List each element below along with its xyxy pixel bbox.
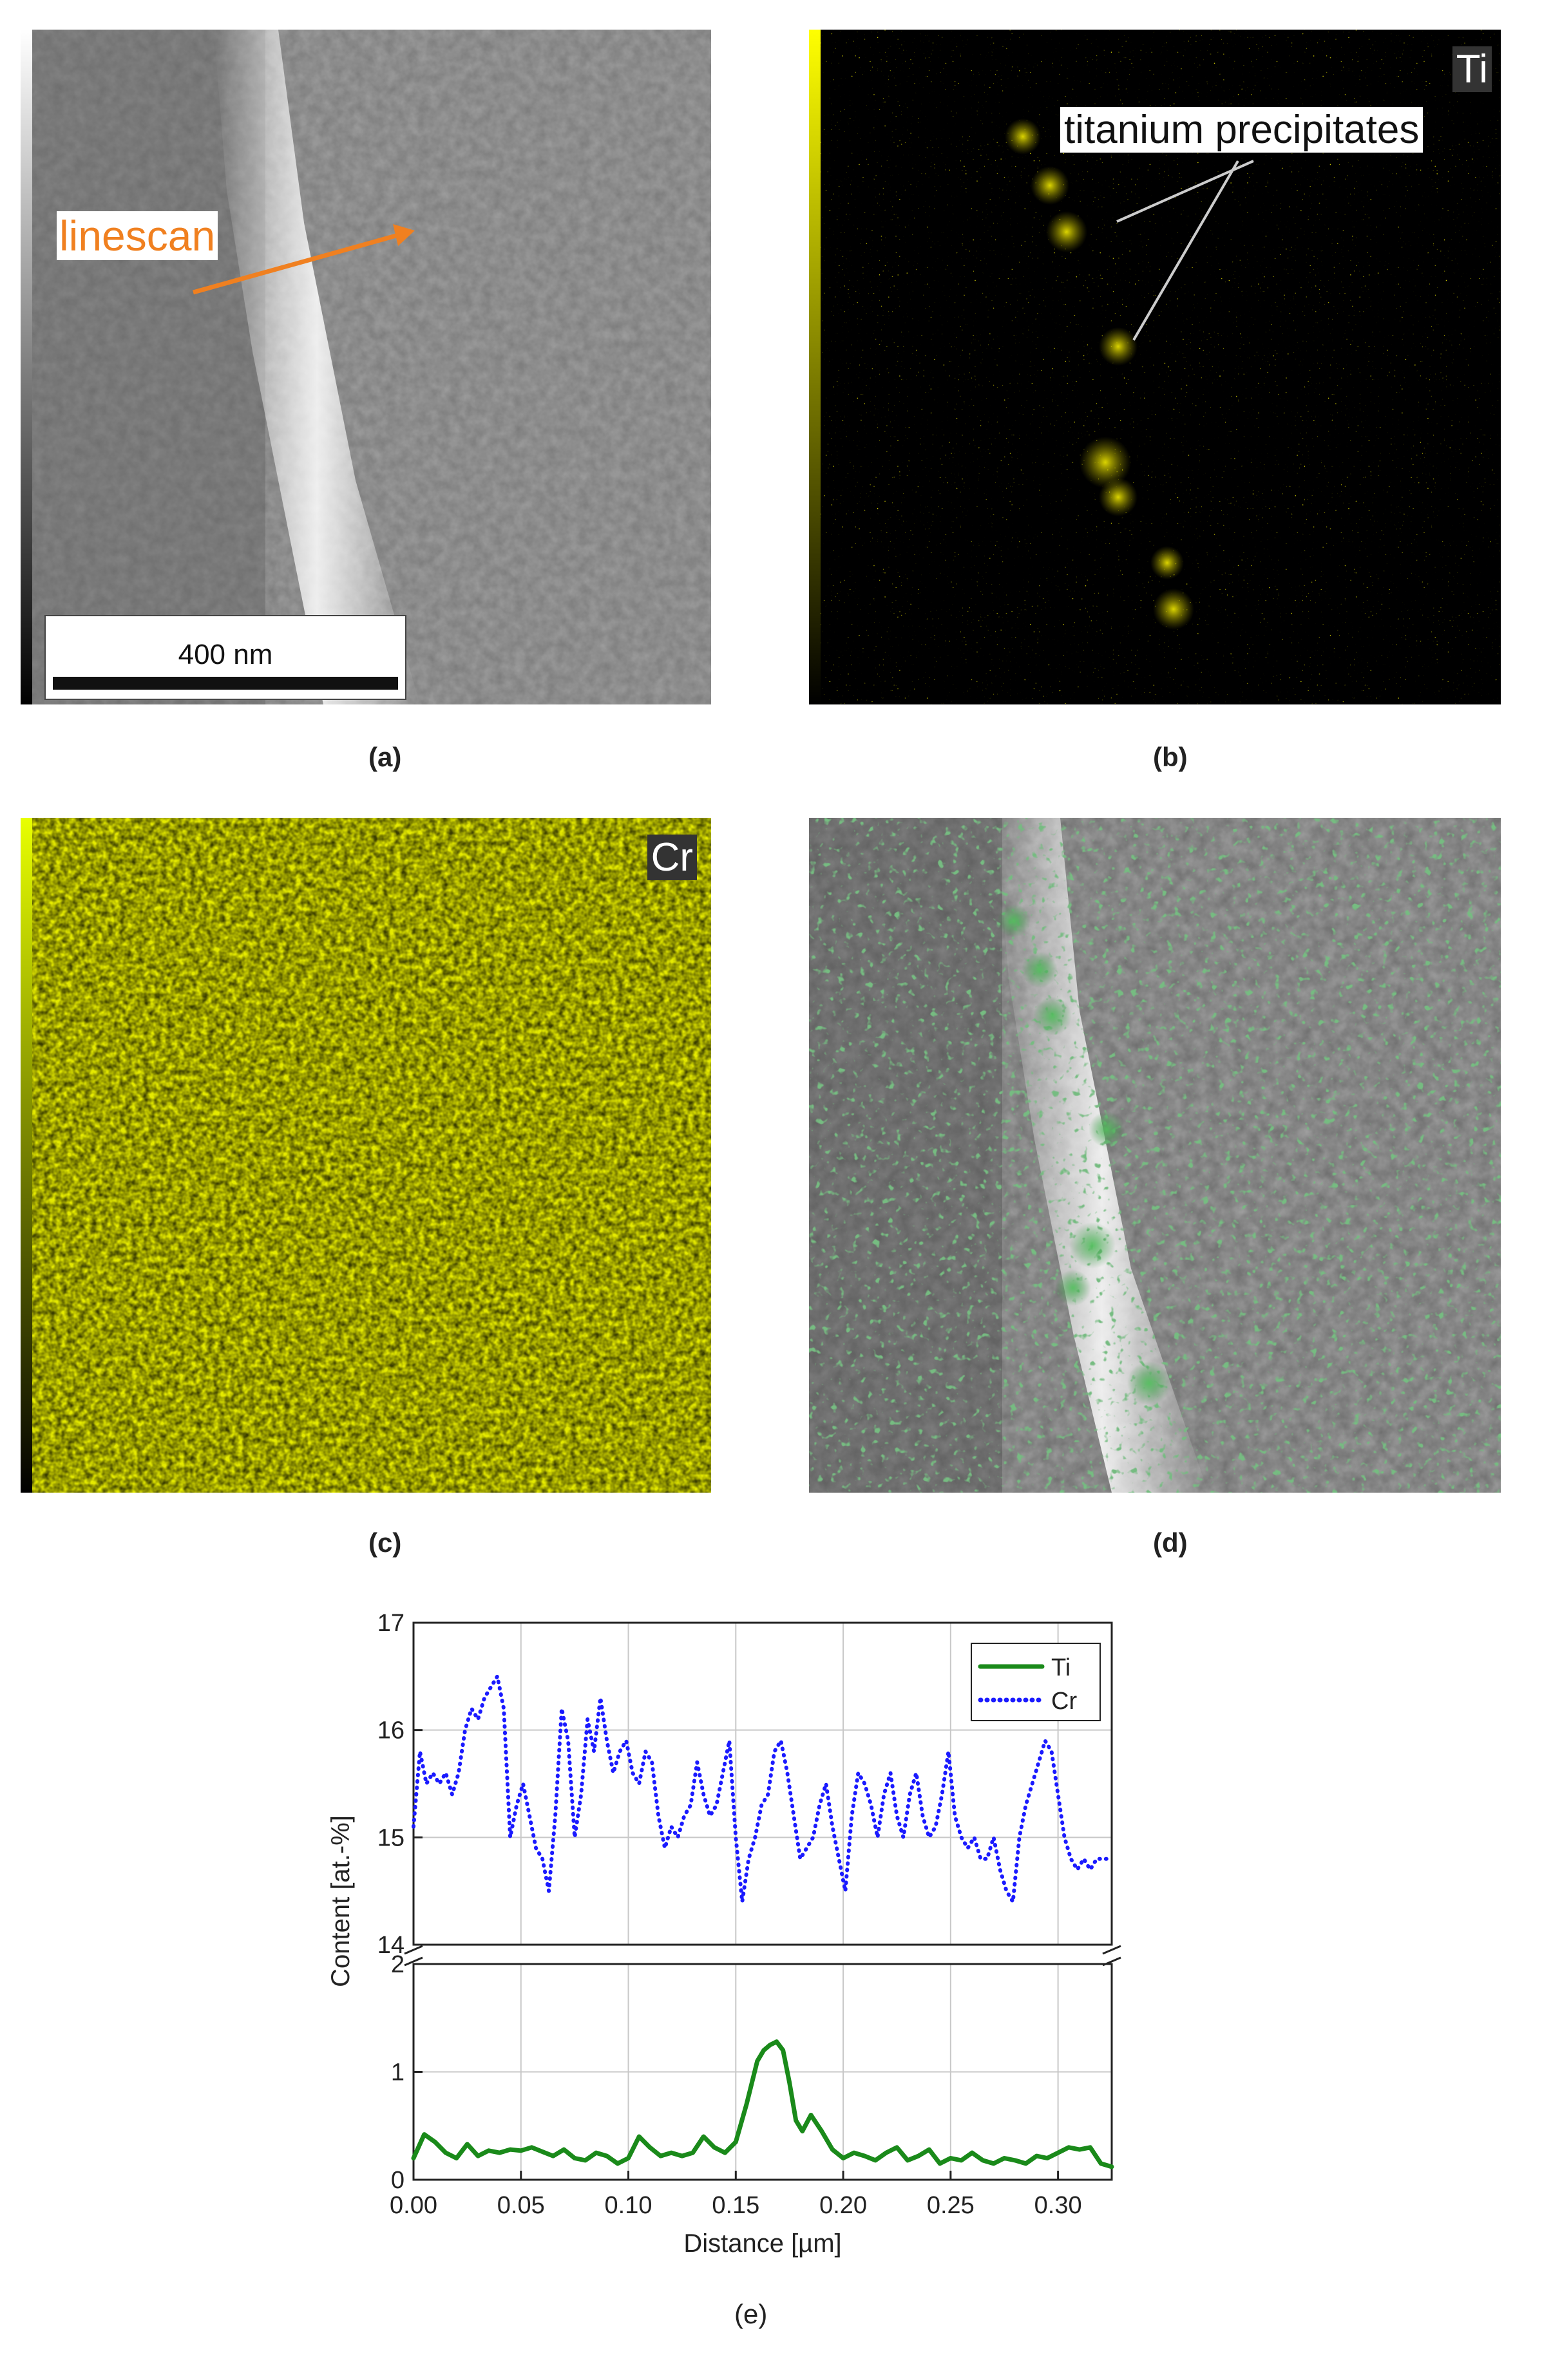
ti-precipitate xyxy=(1031,166,1069,205)
scalebar-label: 400 nm xyxy=(178,639,273,670)
y-tick-label: 1 xyxy=(391,2059,405,2086)
ti-precipitate xyxy=(1099,478,1137,516)
pointer-line xyxy=(1132,160,1239,341)
x-tick-label: 0.15 xyxy=(712,2192,759,2219)
panel-d xyxy=(809,818,1501,1493)
scalebar xyxy=(53,677,398,690)
series-line-ti xyxy=(411,2039,1114,2169)
legend-label-cr: Cr xyxy=(1051,1688,1077,1715)
panel-c-colorbar xyxy=(21,818,32,1493)
x-tick-label: 0.00 xyxy=(390,2192,437,2219)
panel-a-image: 400 nm xyxy=(21,30,711,704)
grain-boundary xyxy=(214,30,420,704)
linescan-profile-chart: 0.00 0.05 0.10 0.15 0.20 0.25 0.30 14 15 16 17 0 1 2 D… xyxy=(327,1610,1121,2258)
ti-precipitate-overlay xyxy=(1089,1111,1125,1148)
panel-d-image xyxy=(809,818,1501,1493)
caption-c: (c) xyxy=(368,1527,402,1558)
series-line-cr xyxy=(412,1674,1112,1904)
y-tick-label: 15 xyxy=(377,1824,405,1851)
x-axis-label: Distance [µm] xyxy=(683,2229,841,2258)
caption-e: (e) xyxy=(734,2299,768,2329)
panel-c: Cr xyxy=(21,818,711,1493)
ti-precipitate-overlay xyxy=(1033,997,1072,1035)
legend-label-ti: Ti xyxy=(1051,1654,1071,1681)
panel-a: 400 nm linescan xyxy=(21,30,711,704)
x-tick-label: 0.10 xyxy=(605,2192,652,2219)
y-tick-label: 14 xyxy=(377,1932,405,1959)
ti-precipitate xyxy=(1150,546,1184,580)
ti-precipitate-overlay xyxy=(1022,952,1058,988)
x-tick-label: 0.30 xyxy=(1034,2192,1082,2219)
caption-d: (d) xyxy=(1153,1527,1188,1558)
upper-axes-frame xyxy=(412,1621,1113,1946)
titanium-precipitates-label: titanium precipitates xyxy=(1060,107,1423,153)
y-tick-label: 17 xyxy=(377,1610,405,1637)
linescan-arrow xyxy=(193,232,401,295)
y-tick-label: 16 xyxy=(377,1717,405,1744)
x-tick-label: 0.25 xyxy=(927,2192,975,2219)
linescan-label: linescan xyxy=(57,211,218,260)
linescan-arrowhead xyxy=(393,224,415,246)
panel-a-colorbar xyxy=(21,30,32,704)
ti-precipitate xyxy=(1005,118,1041,155)
panel-c-image xyxy=(21,818,711,1493)
panel-b: Ti titanium precipitates xyxy=(809,30,1501,704)
axis-break-mark xyxy=(404,1945,423,1955)
ti-precipitate-overlay xyxy=(1127,1361,1171,1405)
x-tick-label: 0.05 xyxy=(497,2192,545,2219)
caption-a: (a) xyxy=(368,742,402,772)
axis-break-mark xyxy=(1102,1945,1121,1955)
ti-precipitate xyxy=(1080,437,1131,488)
axis-break-mark xyxy=(404,1956,423,1967)
element-label-cr: Cr xyxy=(647,835,697,880)
y-tick-label: 0 xyxy=(391,2167,405,2194)
ti-precipitate xyxy=(1099,327,1137,366)
ti-precipitate-overlay xyxy=(1069,1222,1116,1269)
x-tick-label: 0.20 xyxy=(819,2192,867,2219)
ti-precipitate-overlay xyxy=(997,904,1031,938)
legend-box xyxy=(971,1643,1101,1721)
element-label-ti: Ti xyxy=(1452,46,1492,92)
ti-precipitate xyxy=(1046,211,1087,252)
y-axis-label: Content [at.-%] xyxy=(327,1815,355,1987)
ti-precipitate xyxy=(1153,589,1194,630)
y-tick-label: 2 xyxy=(391,1951,405,1978)
ti-precipitate-overlay xyxy=(1055,1270,1091,1306)
caption-b: (b) xyxy=(1153,742,1188,772)
panel-b-colorbar xyxy=(809,30,821,704)
axis-break-mark xyxy=(1102,1956,1121,1967)
